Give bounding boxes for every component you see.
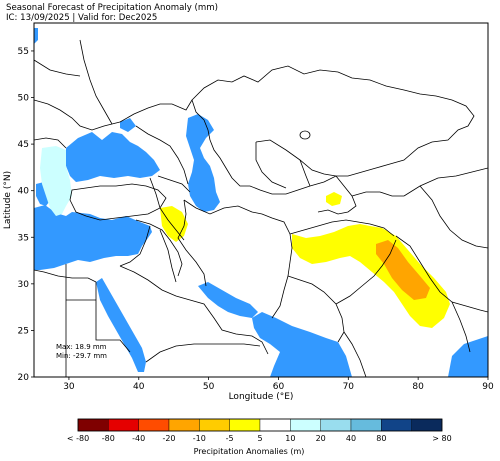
map-plot-area — [34, 23, 488, 377]
colorbar-swatch — [411, 418, 443, 432]
bay-of-bengal — [448, 336, 488, 377]
colorbar-tick-label: 80 — [376, 434, 386, 443]
max-stat: Max: 18.9 mm — [56, 343, 107, 351]
positive-anomaly-area — [40, 146, 72, 216]
x-tick-label: 50 — [203, 382, 215, 392]
y-tick-label: 40 — [18, 187, 30, 197]
x-axis: 30 40 50 60 70 80 90 — [63, 377, 494, 392]
country-borders — [34, 39, 488, 377]
plot-frame — [33, 22, 489, 378]
map-title: Seasonal Forecast of Precipitation Anoma… — [6, 3, 219, 13]
colorbar-label: Precipitation Anomalies (m) — [194, 447, 305, 456]
y-tick-label: 20 — [18, 373, 30, 383]
x-tick-label: 40 — [133, 382, 145, 392]
y-tick-label: 30 — [18, 280, 30, 290]
colorbar-tick-label: 40 — [346, 434, 356, 443]
colorbar-swatch — [381, 418, 412, 432]
arabian-sea — [252, 312, 352, 377]
colorbar-tick-label: < -80 — [67, 434, 89, 443]
x-axis-label: Longitude (°E) — [229, 392, 294, 402]
y-axis-label: Latitude (°N) — [3, 171, 13, 229]
colorbar-swatch — [108, 418, 139, 432]
min-stat: Min: -29.7 mm — [56, 352, 107, 360]
map-subtitle: IC: 13/09/2025 | Valid for: Dec2025 — [6, 13, 158, 23]
y-tick-label: 35 — [18, 233, 29, 243]
colorbar-tick-label: -5 — [226, 434, 234, 443]
x-tick-label: 80 — [412, 382, 424, 392]
negative-anomaly-area — [160, 206, 188, 242]
colorbar-tick-label: -40 — [132, 434, 145, 443]
colorbar-tick-label: > 80 — [432, 434, 451, 443]
y-tick-label: 45 — [18, 140, 29, 150]
x-tick-label: 90 — [482, 382, 494, 392]
colorbar-tick-label: -10 — [193, 434, 206, 443]
x-tick-label: 30 — [63, 382, 75, 392]
colorbar-tick-label: -20 — [162, 434, 175, 443]
red-sea — [96, 278, 146, 372]
y-tick-label: 50 — [18, 94, 30, 104]
caspian-sea — [186, 114, 220, 212]
y-tick-label: 55 — [18, 47, 29, 57]
colorbar-tick-label: 20 — [316, 434, 326, 443]
colorbar-tick-label: 10 — [285, 434, 295, 443]
x-tick-label: 70 — [343, 382, 355, 392]
colorbar-swatch — [168, 418, 200, 432]
colorbar: < -80 -80 -40 -20 -10 -5 5 10 20 40 80 > 80 — [67, 418, 452, 443]
colorbar-tick-label: -80 — [102, 434, 115, 443]
colorbar-swatch — [350, 418, 382, 432]
colorbar-swatch — [229, 418, 261, 432]
colorbar-swatch — [199, 418, 230, 432]
stats-box: Max: 18.9 mm Min: -29.7 mm — [56, 343, 107, 360]
x-tick-label: 60 — [273, 382, 285, 392]
colorbar-swatch — [259, 418, 291, 432]
y-tick-label: 25 — [18, 326, 29, 336]
black-sea — [66, 132, 160, 182]
colorbar-swatch — [138, 418, 170, 432]
colorbar-tick-label: 5 — [257, 434, 262, 443]
colorbar-swatch — [320, 418, 352, 432]
y-axis: 20 25 30 35 40 45 50 55 — [18, 47, 34, 383]
colorbar-swatch — [77, 418, 109, 432]
mediterranean-sea — [34, 205, 152, 270]
colorbar-swatch — [290, 418, 321, 432]
persian-gulf — [198, 282, 258, 318]
